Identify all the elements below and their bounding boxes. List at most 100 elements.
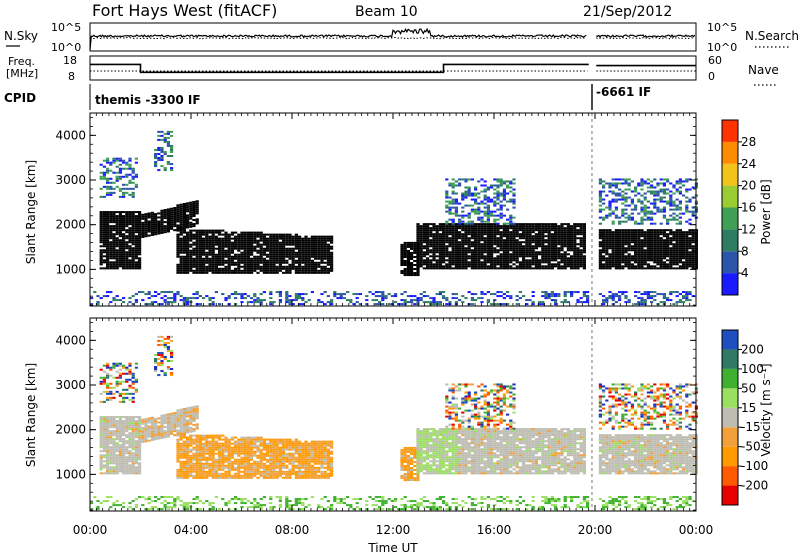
power-cell <box>109 163 113 166</box>
power-cell <box>115 257 119 260</box>
power-cell <box>560 247 564 250</box>
power-cell <box>477 231 481 234</box>
power-cell <box>195 222 199 225</box>
power-cell <box>669 259 673 262</box>
power-cell <box>522 257 526 260</box>
power-cell <box>442 241 446 244</box>
power-cell <box>102 221 106 224</box>
velocity-cell <box>125 388 129 391</box>
power-cell <box>691 212 695 215</box>
power-cell <box>413 247 417 250</box>
power-cell <box>522 241 526 244</box>
velocity-cell <box>122 502 126 505</box>
power-cell <box>646 249 650 252</box>
power-cell <box>538 267 542 270</box>
power-cell <box>125 237 129 240</box>
power-cell <box>320 257 324 260</box>
power-cell <box>106 257 110 260</box>
power-cell <box>490 245 494 248</box>
power-cell <box>464 192 468 195</box>
power-cell <box>406 255 410 258</box>
power-cell <box>486 233 490 236</box>
power-cell <box>454 198 458 201</box>
power-cell <box>288 233 292 236</box>
power-cell <box>547 223 551 226</box>
power-cell <box>634 291 638 294</box>
power-cell <box>598 261 602 264</box>
power-cell <box>138 231 142 234</box>
velocity-cell <box>109 386 113 389</box>
power-cell <box>109 233 113 236</box>
power-cell <box>208 243 212 246</box>
power-cell <box>496 255 500 258</box>
power-cell <box>422 247 426 250</box>
power-cell <box>205 265 209 268</box>
power-cell <box>621 178 625 181</box>
power-cell <box>189 249 193 252</box>
power-cell <box>678 200 682 203</box>
power-cell <box>509 237 513 240</box>
power-cell <box>115 225 119 228</box>
power-cell <box>637 251 641 254</box>
velocity-cell <box>99 432 103 435</box>
nave-tick-bottom: 0 <box>708 70 715 83</box>
power-cell <box>291 237 295 240</box>
power-cell <box>662 182 666 185</box>
power-cell <box>656 229 660 232</box>
velocity-cell <box>96 508 100 511</box>
power-cell <box>509 249 513 252</box>
power-cell <box>650 249 654 252</box>
velocity-cell <box>115 376 119 379</box>
power-cell <box>480 267 484 270</box>
velocity-cell <box>128 444 132 447</box>
power-cell <box>653 239 657 242</box>
power-cell <box>259 233 263 236</box>
power-cell <box>224 237 228 240</box>
power-cell <box>214 237 218 240</box>
power-cell <box>656 261 660 264</box>
power-cell <box>179 257 183 260</box>
power-cell <box>323 249 327 252</box>
power-cell <box>416 241 420 244</box>
power-cell <box>118 171 122 174</box>
power-cell <box>634 241 638 244</box>
power-cell <box>480 297 484 300</box>
power-cell <box>419 225 423 228</box>
power-cell <box>301 303 305 306</box>
power-cell <box>285 265 289 268</box>
power-cell <box>509 180 513 183</box>
power-cell <box>653 261 657 264</box>
power-cell <box>189 233 193 236</box>
power-cell <box>182 269 186 272</box>
power-cell <box>416 237 420 240</box>
power-cell <box>515 235 519 238</box>
power-cell <box>198 265 202 268</box>
power-cell <box>128 219 132 222</box>
power-cell <box>112 253 116 256</box>
power-cell <box>413 249 417 252</box>
power-cell <box>659 243 663 246</box>
power-cell <box>499 206 503 209</box>
power-cell <box>275 259 279 262</box>
power-cell <box>112 157 116 160</box>
power-cell <box>285 247 289 250</box>
power-cell <box>624 265 628 268</box>
power-cell <box>486 247 490 250</box>
velocity-cell <box>138 464 142 467</box>
power-cell <box>371 293 375 296</box>
power-cell <box>445 245 449 248</box>
velocity-cell <box>125 396 129 399</box>
power-cell <box>230 233 234 236</box>
power-cell <box>659 239 663 242</box>
power-cell <box>531 303 535 306</box>
power-cell <box>515 223 519 226</box>
power-cell <box>653 241 657 244</box>
power-cell <box>474 208 478 211</box>
power-cell <box>541 257 545 260</box>
power-cell <box>205 255 209 258</box>
power-cell <box>605 235 609 238</box>
power-cell <box>451 222 455 225</box>
power-cell <box>509 222 513 225</box>
power-cell <box>582 263 586 266</box>
power-cell <box>144 293 148 296</box>
